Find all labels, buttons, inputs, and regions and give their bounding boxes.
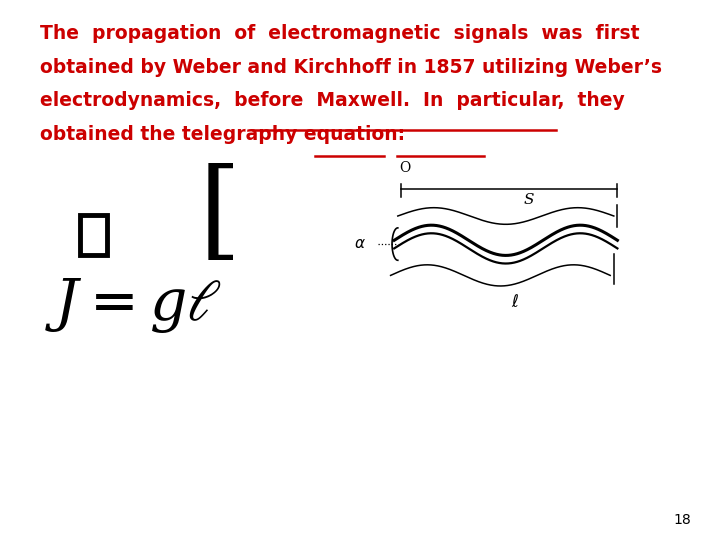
Text: $J = g\ell$: $J = g\ell$ bbox=[45, 275, 222, 335]
Text: S: S bbox=[524, 193, 534, 207]
Text: $\alpha$: $\alpha$ bbox=[354, 237, 366, 251]
Bar bbox=[80, 215, 107, 255]
Text: $\ell$: $\ell$ bbox=[510, 294, 519, 311]
Text: [: [ bbox=[199, 164, 240, 268]
Text: electrodynamics,  before  Maxwell.  In  particular,  they: electrodynamics, before Maxwell. In part… bbox=[40, 91, 624, 110]
Text: The  propagation  of  electromagnetic  signals  was  first: The propagation of electromagnetic signa… bbox=[40, 24, 639, 43]
Text: obtained by Weber and Kirchhoff in 1857 utilizing Weber’s: obtained by Weber and Kirchhoff in 1857 … bbox=[40, 58, 662, 77]
Text: obtained the telegraphy equation:: obtained the telegraphy equation: bbox=[40, 125, 405, 144]
Text: O: O bbox=[400, 161, 410, 176]
Text: 18: 18 bbox=[673, 512, 691, 526]
